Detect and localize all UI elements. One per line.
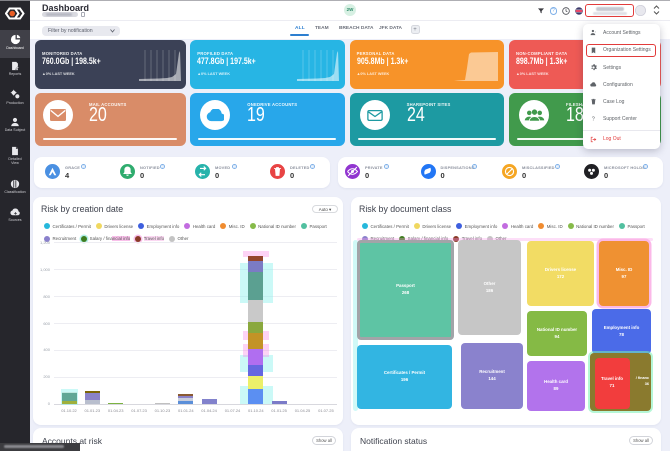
svg-text:?: ? xyxy=(592,116,595,122)
